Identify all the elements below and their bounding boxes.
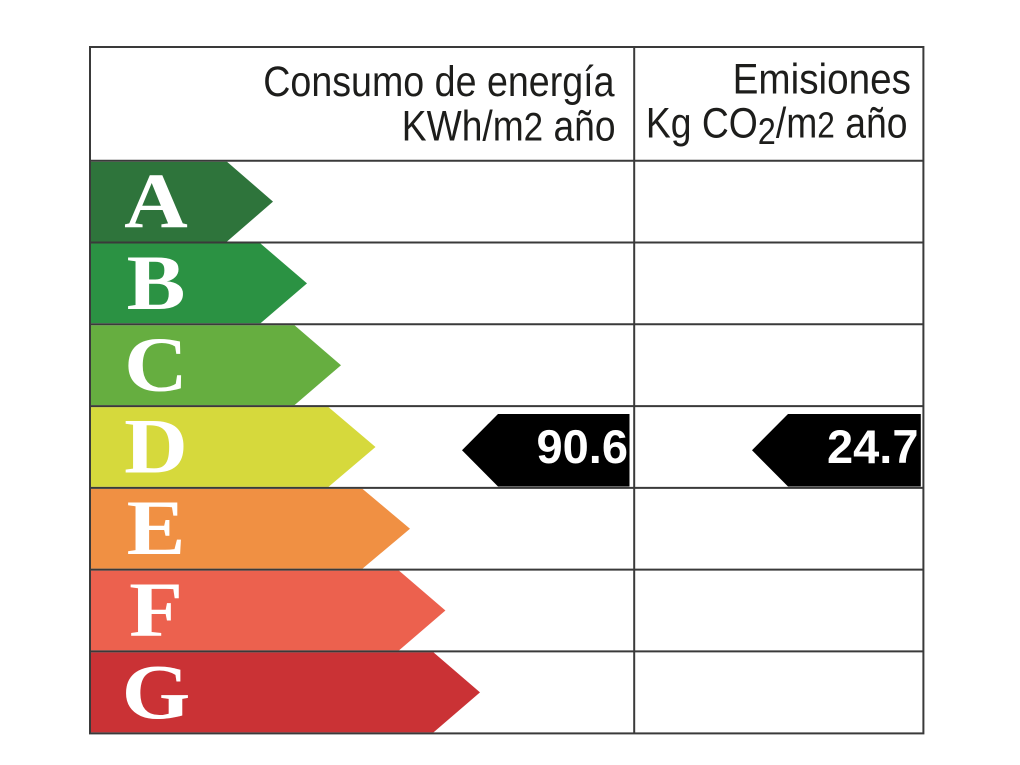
svg-text:24.7: 24.7 xyxy=(827,420,918,473)
svg-text:KWh/m2 año: KWh/m2 año xyxy=(402,103,616,150)
svg-text:Kg CO2/m2 año: Kg CO2/m2 año xyxy=(646,100,908,152)
svg-text:F: F xyxy=(129,567,183,653)
svg-text:90.6: 90.6 xyxy=(537,420,628,473)
svg-text:Emisiones: Emisiones xyxy=(733,55,911,103)
svg-text:G: G xyxy=(122,649,191,735)
svg-text:E: E xyxy=(127,486,186,572)
svg-text:A: A xyxy=(124,159,188,245)
svg-text:C: C xyxy=(124,322,188,408)
svg-text:Consumo de energía: Consumo de energía xyxy=(263,58,615,106)
svg-text:B: B xyxy=(127,240,186,326)
svg-text:D: D xyxy=(124,404,188,490)
